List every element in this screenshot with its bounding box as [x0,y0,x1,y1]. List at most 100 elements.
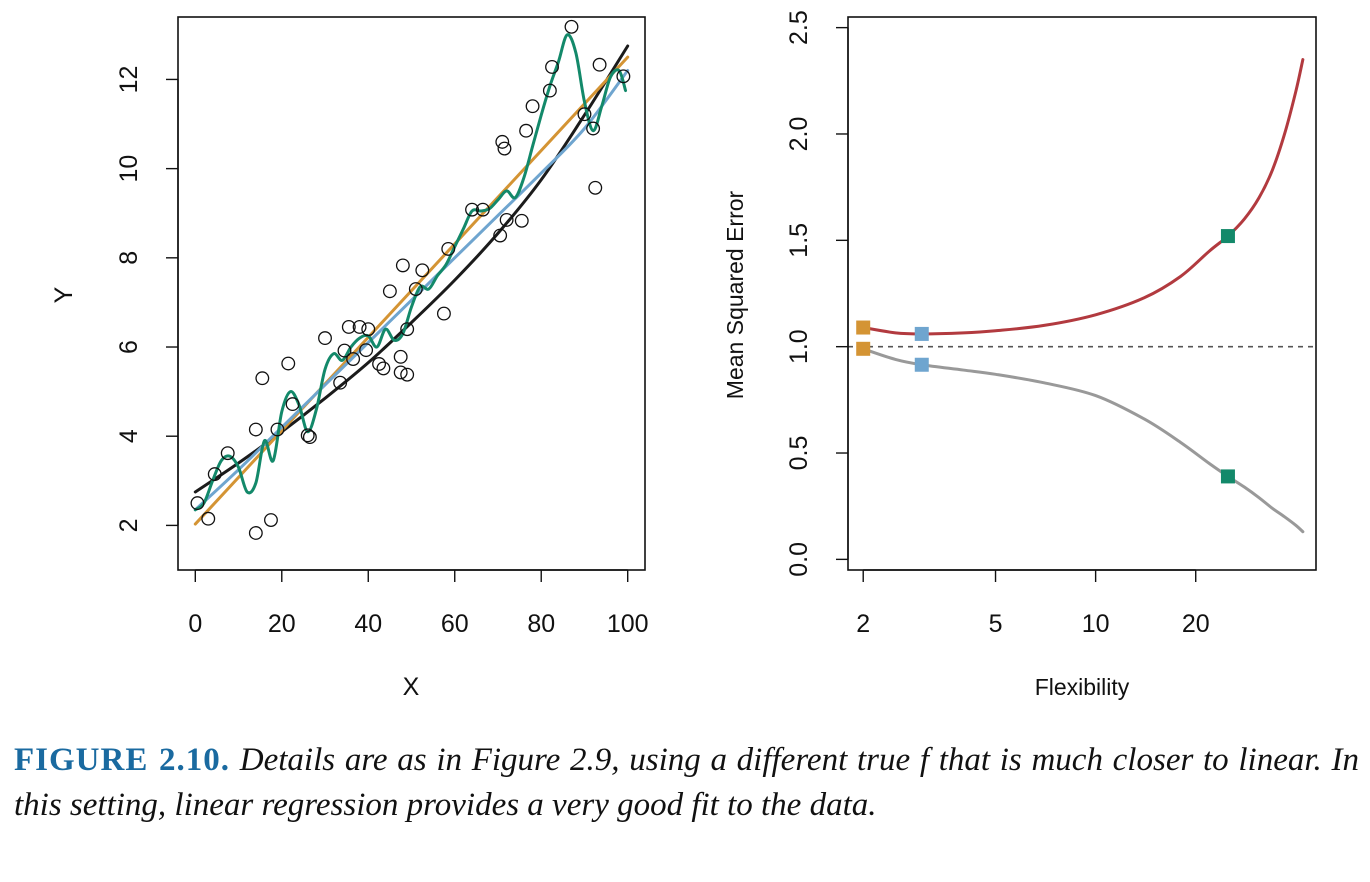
data-point-37 [497,141,512,156]
data-point-44 [564,19,579,34]
data-point-24 [393,349,408,364]
x-tick-label: 5 [989,610,1003,638]
figure-caption-text: Details are as in Figure 2.9, using a di… [14,742,1360,823]
x-tick-label: 20 [1182,610,1210,638]
left-x-axis-title: X [403,673,420,701]
data-point-26 [395,258,410,273]
square-marker-5 [1220,469,1235,484]
data-point-30 [415,263,430,278]
error-curve-1 [861,347,1305,534]
right-mse-panel: 2 5 10 20 0.0 0.5 1.0 1.5 2.0 2.5 Flexibility Me… [722,10,1317,700]
data-point-48 [592,57,607,72]
data-point-41 [525,99,540,114]
x-tick-label: 40 [354,610,382,638]
data-point-18 [352,319,367,334]
y-tick-label: 4 [115,429,143,443]
data-point-43 [545,59,559,74]
data-point-2 [207,467,222,482]
data-point-31 [436,306,451,321]
data-point-17 [346,352,361,367]
y-tick-label: 2.5 [785,10,813,45]
figure-caption-label: FIGURE 2.10. [14,742,231,778]
data-point-45 [577,107,592,122]
x-tick-label: 2 [856,610,870,638]
left-fit-curves [193,33,630,526]
square-marker-1 [856,341,871,356]
left-scatter-panel: 0 20 40 60 80 100 2 4 6 8 10 12 X Y [50,16,649,701]
y-tick-label: 6 [115,340,143,354]
square-marker-4 [1220,229,1235,244]
data-point-9 [281,356,296,371]
x-tick-label: 20 [268,610,296,638]
data-point-7 [264,513,278,528]
right-y-axis: 0.0 0.5 1.0 1.5 2.0 2.5 [785,10,849,577]
x-tick-label: 0 [188,610,202,638]
y-tick-label: 8 [115,251,143,265]
data-point-4 [248,526,263,540]
y-tick-label: 1.5 [785,223,813,258]
data-point-6 [255,371,270,386]
y-tick-label: 10 [115,155,143,183]
data-point-22 [376,361,391,376]
square-marker-2 [914,326,929,341]
data-point-27 [400,367,415,382]
x-tick-label: 10 [1082,610,1110,638]
x-tick-label: 100 [607,610,649,638]
data-point-36 [495,134,510,149]
right-x-axis-title: Flexibility [1035,674,1130,700]
data-point-14 [333,375,348,390]
data-point-32 [441,241,456,256]
y-tick-label: 0.5 [785,436,813,471]
data-point-40 [519,123,534,138]
figure: 0 20 40 60 80 100 2 4 6 8 10 12 X Y 2 5 10 20 0.0 0.5 1… [50,10,1317,701]
data-point-16 [341,319,356,334]
right-x-axis: 2 5 10 20 [856,569,1210,638]
data-point-20 [361,322,376,337]
data-point-47 [588,180,603,195]
data-point-33 [465,202,479,217]
data-point-39 [514,213,529,228]
y-tick-label: 2.0 [785,117,813,152]
square-marker-0 [856,320,871,335]
data-point-21 [372,357,387,371]
data-point-29 [408,282,423,296]
y-tick-label: 12 [115,66,143,94]
data-point-23 [382,284,397,299]
left-data-points [190,19,631,540]
data-point-12 [302,430,317,445]
right-square-markers [856,229,1235,484]
data-point-3 [220,446,235,461]
data-point-1 [201,511,216,526]
data-point-11 [300,428,315,443]
x-tick-label: 60 [441,610,469,638]
right-y-axis-title: Mean Squared Error [722,190,748,399]
fit-curve-3 [193,33,628,512]
y-tick-label: 2 [115,518,143,532]
right-error-curves [861,58,1305,534]
data-point-13 [318,331,332,346]
data-point-34 [475,202,490,217]
data-point-46 [586,121,601,136]
data-point-38 [499,212,514,227]
data-point-15 [337,343,352,358]
data-point-25 [393,365,408,380]
data-point-28 [400,322,415,337]
left-x-axis: 0 20 40 60 80 100 [188,569,649,638]
data-point-10 [285,397,300,412]
figure-caption: FIGURE 2.10. Details are as in Figure 2.… [14,738,1359,828]
data-point-8 [270,422,285,437]
left-y-axis: 2 4 6 8 10 12 [115,66,179,532]
x-tick-label: 80 [527,610,555,638]
data-point-35 [493,228,508,243]
fit-curve-2 [193,69,630,512]
error-curve-0 [861,58,1305,336]
square-marker-3 [914,357,929,372]
y-tick-label: 1.0 [785,329,813,364]
left-y-axis-title: Y [50,286,78,303]
data-point-42 [542,83,557,98]
data-point-19 [359,343,374,358]
data-point-0 [190,496,205,511]
data-point-49 [616,69,631,84]
data-point-5 [248,422,263,437]
y-tick-label: 0.0 [785,542,813,577]
